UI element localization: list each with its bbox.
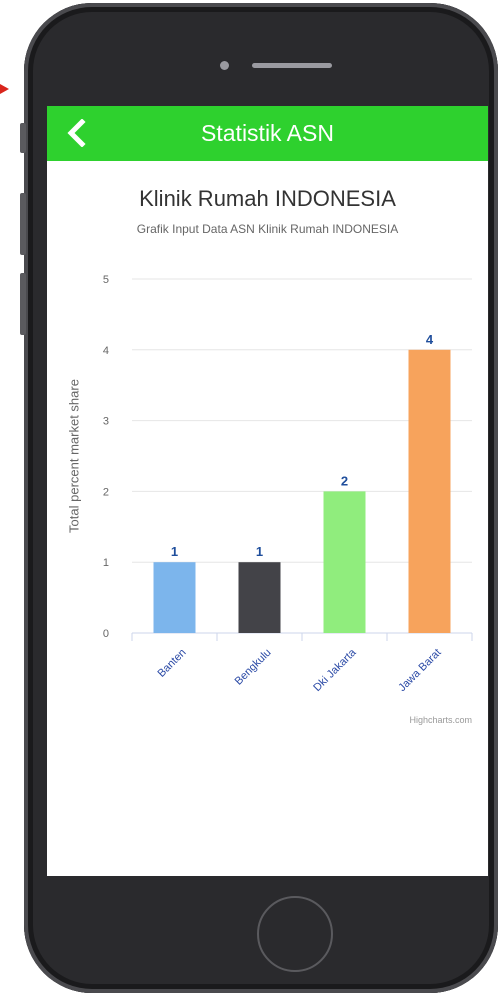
x-tick-label: Dki Jakarta [311,646,359,694]
x-tick-label: Jawa Barat [396,647,443,694]
x-tick-label: Banten [155,647,188,680]
bar [154,562,196,633]
y-tick-label: 5 [103,274,109,286]
volume-up-button [20,193,26,255]
bar-chart: 0 1 2 3 4 5 1 Banten 1 Bengkulu 2 Dki Jakarta 4 Jawa … [47,106,488,746]
data-label: 1 [171,544,178,559]
y-tick-label: 2 [103,486,109,498]
y-tick-label: 4 [103,345,109,357]
y-tick-label: 0 [103,628,109,640]
earpiece-speaker [252,63,332,68]
y-tick-label: 3 [103,416,109,428]
app-screen: Statistik ASN Klinik Rumah INDONESIA Gra… [47,106,488,876]
volume-down-button [20,273,26,335]
bar [324,491,366,633]
mute-switch [20,123,26,153]
x-tick-label: Bengkulu [233,647,274,688]
front-camera [220,61,229,70]
pointer-arrow [0,84,9,94]
home-button[interactable] [257,896,333,972]
credits-link[interactable]: Highcharts.com [409,715,472,725]
data-label: 2 [341,473,348,488]
data-label: 4 [426,332,434,347]
data-label: 1 [256,544,263,559]
bar [239,562,281,633]
bar [409,350,451,633]
y-tick-label: 1 [103,557,109,569]
